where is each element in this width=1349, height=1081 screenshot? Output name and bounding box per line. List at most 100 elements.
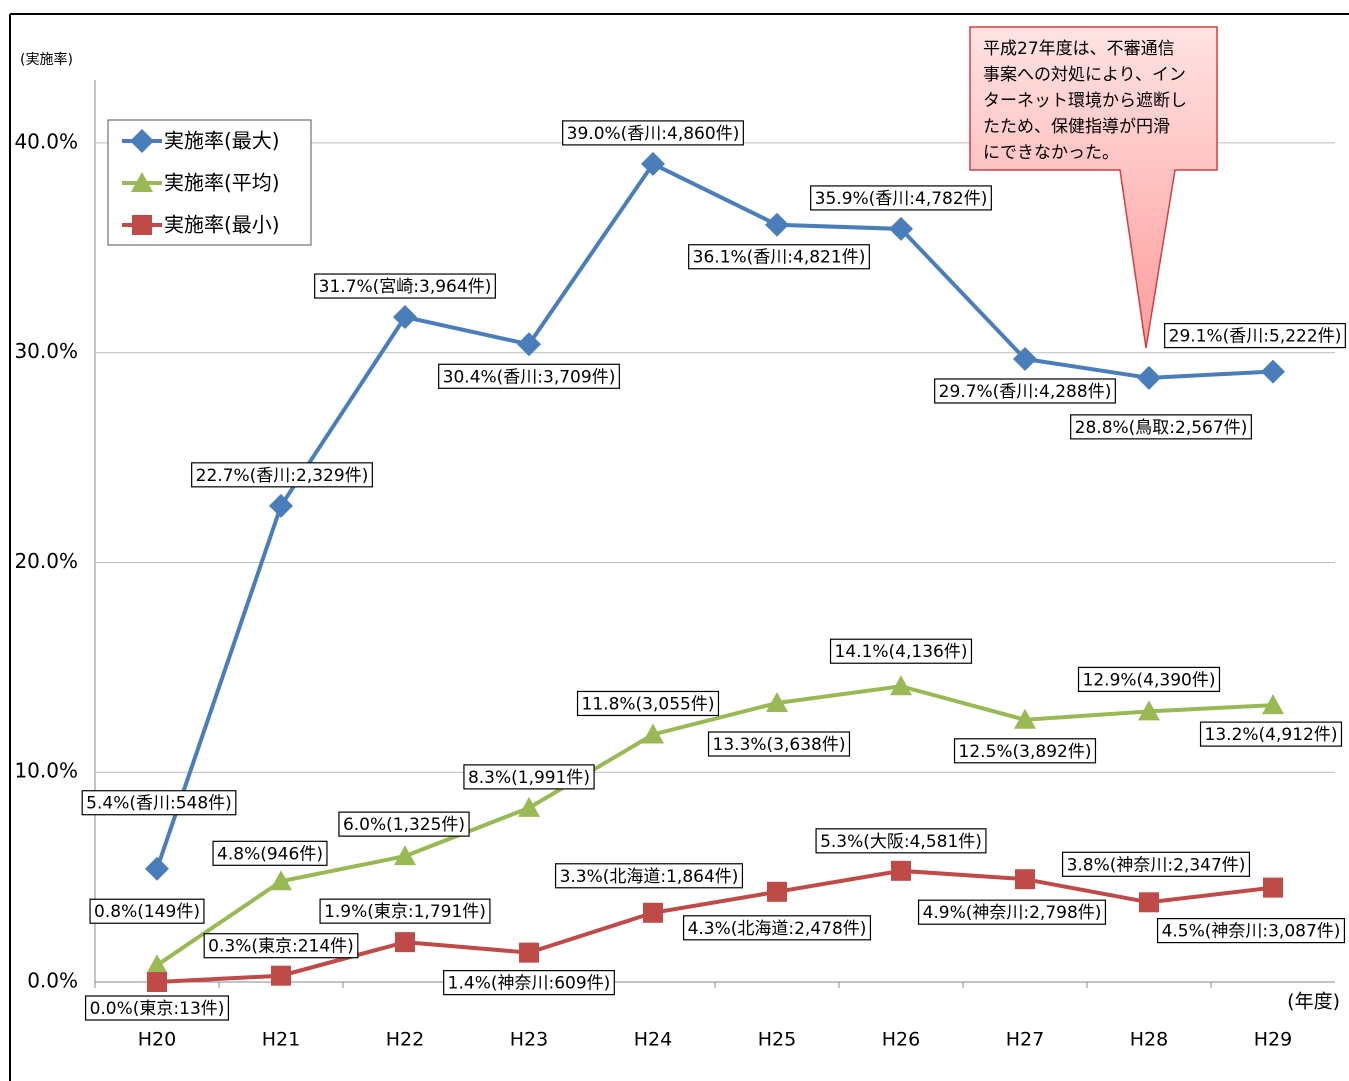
data-label: 29.7%(香川:4,288件) [939,382,1112,402]
data-label-box [688,244,870,270]
marker [890,675,912,696]
marker [395,932,415,953]
data-label: 22.7%(香川:2,329件) [196,466,369,486]
data-label-box [810,185,992,211]
annotation: にできなかった。 [983,143,1119,163]
data-label: 35.9%(香川:4,782件) [815,189,988,209]
data-label-group: 29.1%(香川:5,222件) [1164,322,1346,349]
data-label-box [212,840,328,866]
data-label: 12.5%(3,892件) [959,742,1092,762]
data-label-group: 28.8%(鳥取:2,567件) [1070,414,1252,440]
data-label-box [463,764,595,790]
data-label-group: 13.3%(3,638件) [707,731,851,757]
annotation: ターネット環境から遮断し [983,91,1187,111]
data-label-group: 0.0%(東京:13件) [84,995,230,1021]
data-label-box [203,933,359,959]
data-label: 12.9%(4,390件) [1083,670,1216,690]
marker [766,692,788,713]
data-label: 1.9%(東京:1,791件) [324,902,486,922]
y-tick-label: 0.0% [27,969,78,993]
data-label-group: 30.4%(香川:3,709件) [438,363,620,389]
x-tick-label: H20 [138,1029,176,1051]
data-label-group: 1.9%(東京:1,791件) [319,898,491,924]
marker [891,860,911,881]
data-label-box [554,863,744,889]
marker [1015,869,1035,890]
legend-label: 実施率(最小) [164,213,280,237]
y-tick-label: 20.0% [14,549,78,573]
data-label: 4.9%(神奈川:2,798件) [923,903,1102,923]
marker [1262,694,1284,715]
annotation: たため、保健指導が円滑 [983,117,1170,137]
series-line [155,161,1274,870]
data-label-box [89,898,205,924]
x-tick-label: H22 [386,1029,424,1051]
marker [145,856,169,881]
data-label-group: 8.3%(1,991件) [463,764,595,790]
marker [519,942,539,963]
data-label: 39.0%(香川:4,860件) [567,124,740,144]
x-tick-label: H25 [758,1029,796,1051]
data-label-group: 5.4%(香川:548件) [81,790,237,816]
data-label-group: 4.3%(北海道:2,478件) [682,915,872,941]
data-label-box [84,995,230,1021]
data-label: 36.1%(香川:4,821件) [693,248,866,268]
x-tick-label: H23 [510,1029,548,1051]
series-line [156,868,1274,984]
legend-marker [131,172,153,192]
marker [767,881,787,902]
marker [146,954,168,975]
marker [643,902,663,923]
data-label: 1.4%(神奈川:609件) [448,974,611,994]
marker [1261,359,1285,384]
data-label-group: 4.5%(神奈川:3,087件) [1156,918,1346,944]
data-label: 11.8%(3,055件) [582,694,715,714]
data-label-group: 11.8%(3,055件) [576,690,720,717]
data-label-group: 5.3%(大阪:4,581件) [815,828,987,854]
x-tick-label: H27 [1006,1029,1044,1051]
marker [889,216,913,241]
data-label: 28.8%(鳥取:2,567件) [1075,418,1248,438]
data-label-box [707,731,851,757]
marker [518,796,540,817]
marker [1137,365,1161,390]
data-label-group: 14.1%(4,136件) [829,638,973,664]
data-label: 4.5%(神奈川:3,087件) [1162,922,1341,942]
data-label-group: 0.3%(東京:214件) [203,933,359,959]
data-label-box [338,811,470,837]
data-label-group: 6.0%(1,325件) [338,811,470,837]
data-label-group: 4.9%(神奈川:2,798件) [917,899,1107,925]
data-label-group: 39.0%(香川:4,860件) [562,120,744,146]
data-label: 4.3%(北海道:2,478件) [688,919,867,939]
x-tick-label: H28 [1130,1029,1168,1051]
data-label-box [314,273,496,299]
legend-marker [132,215,152,235]
data-label: 30.4%(香川:3,709件) [443,367,616,387]
legend-marker [130,129,154,153]
marker [642,723,664,744]
marker [1263,877,1283,898]
data-label-box [1061,851,1251,877]
data-label-box [191,462,373,488]
data-label-box [953,738,1097,764]
data-label-group: 36.1%(香川:4,821件) [688,244,870,270]
y-tick-label: 30.0% [14,339,78,363]
marker [271,965,291,986]
data-label-group: 31.7%(宮崎:3,964件) [314,273,496,299]
data-label-group: 22.7%(香川:2,329件) [191,462,373,488]
marker [1013,346,1037,371]
data-label: 5.3%(大阪:4,581件) [820,832,982,852]
data-label-box [815,828,987,854]
marker [394,845,416,866]
data-label: 3.3%(北海道:1,864件) [560,867,739,887]
x-tick-label: H26 [882,1029,920,1051]
data-label-group: 12.5%(3,892件) [953,738,1097,764]
data-label-group: 3.8%(神奈川:2,347件) [1061,851,1251,877]
data-label-box [829,638,973,664]
data-label: 14.1%(4,136件) [835,642,968,662]
annotation: 平成27年度は、不審通信 [983,39,1175,59]
callout [969,26,1218,349]
marker [1139,892,1159,913]
data-label-box [1199,721,1343,747]
